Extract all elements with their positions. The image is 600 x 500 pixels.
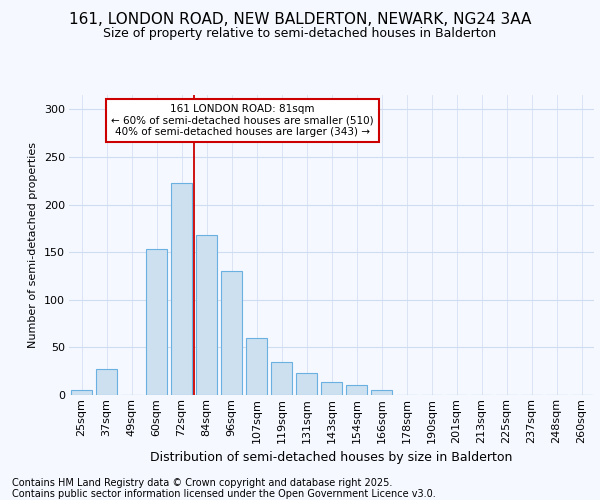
Bar bbox=[371, 390, 392, 395]
Text: Contains public sector information licensed under the Open Government Licence v3: Contains public sector information licen… bbox=[12, 489, 436, 499]
Bar bbox=[346, 386, 367, 395]
Bar bbox=[196, 235, 217, 395]
Bar bbox=[146, 250, 167, 395]
Bar bbox=[296, 373, 317, 395]
Bar bbox=[221, 271, 242, 395]
Bar bbox=[71, 390, 92, 395]
Bar bbox=[246, 338, 267, 395]
Bar bbox=[271, 362, 292, 395]
X-axis label: Distribution of semi-detached houses by size in Balderton: Distribution of semi-detached houses by … bbox=[151, 451, 512, 464]
Y-axis label: Number of semi-detached properties: Number of semi-detached properties bbox=[28, 142, 38, 348]
Text: 161, LONDON ROAD, NEW BALDERTON, NEWARK, NG24 3AA: 161, LONDON ROAD, NEW BALDERTON, NEWARK,… bbox=[69, 12, 531, 28]
Bar bbox=[96, 370, 117, 395]
Bar bbox=[171, 182, 192, 395]
Bar bbox=[321, 382, 342, 395]
Text: 161 LONDON ROAD: 81sqm
← 60% of semi-detached houses are smaller (510)
40% of se: 161 LONDON ROAD: 81sqm ← 60% of semi-det… bbox=[111, 104, 374, 137]
Text: Contains HM Land Registry data © Crown copyright and database right 2025.: Contains HM Land Registry data © Crown c… bbox=[12, 478, 392, 488]
Text: Size of property relative to semi-detached houses in Balderton: Size of property relative to semi-detach… bbox=[103, 28, 497, 40]
